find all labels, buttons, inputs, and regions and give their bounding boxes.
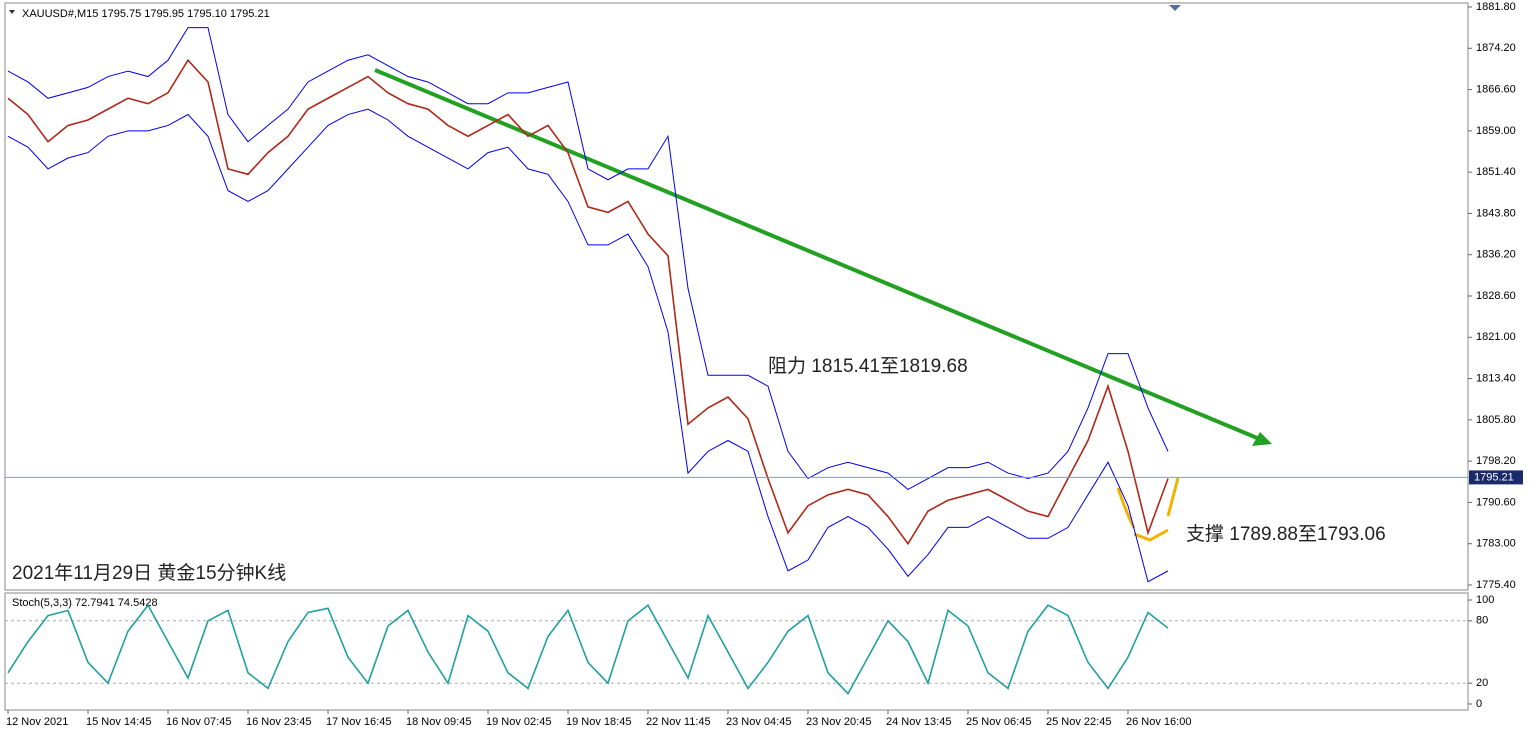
last-price-box <box>1469 470 1523 485</box>
x-tick-label: 23 Nov 04:45 <box>726 716 791 728</box>
y-tick-label: 1828.60 <box>1476 290 1516 302</box>
y-tick-label: 1775.40 <box>1476 579 1516 591</box>
y-tick-label: 1836.20 <box>1476 249 1516 261</box>
x-tick-label: 16 Nov 23:45 <box>246 716 311 728</box>
x-tick-label: 15 Nov 14:45 <box>86 716 151 728</box>
last-price-label: 1795.21 <box>1474 471 1514 483</box>
y-tick-label: 1881.80 <box>1476 1 1516 13</box>
stoch-line <box>7 603 1169 695</box>
y-tick-label: 1859.00 <box>1476 125 1516 137</box>
stoch-title: Stoch(5,3,3) 72.7941 74.5428 <box>12 597 158 609</box>
x-tick-label: 23 Nov 20:45 <box>806 716 871 728</box>
band-line <box>7 108 1169 583</box>
x-tick-label: 19 Nov 18:45 <box>566 716 631 728</box>
y-tick-label: 1874.20 <box>1476 42 1516 54</box>
x-tick-label: 12 Nov 2021 <box>6 716 68 728</box>
band-line <box>7 27 1169 490</box>
chart-title: 2021年11月29日 黄金15分钟K线 <box>12 562 286 584</box>
y-tick-label: 20 <box>1476 677 1488 689</box>
support-arrow <box>1166 477 1180 517</box>
x-tick-label: 25 Nov 06:45 <box>966 716 1031 728</box>
support-note: 支撑 1789.88至1793.06 <box>1186 523 1386 545</box>
x-tick-label: 24 Nov 13:45 <box>886 716 951 728</box>
y-tick-label: 80 <box>1476 615 1488 627</box>
x-tick-label: 25 Nov 22:45 <box>1046 716 1111 728</box>
y-tick-label: 1805.80 <box>1476 414 1516 426</box>
x-tick-label: 26 Nov 16:00 <box>1126 716 1191 728</box>
shift-marker <box>1169 5 1181 11</box>
header: XAUUSD#,M15 1795.75 1795.95 1795.10 1795… <box>22 8 270 20</box>
x-tick-label: 19 Nov 02:45 <box>486 716 551 728</box>
price-line <box>7 58 1169 546</box>
y-tick-label: 100 <box>1476 594 1494 606</box>
y-tick-label: 1790.60 <box>1476 496 1516 508</box>
x-tick-label: 18 Nov 09:45 <box>406 716 471 728</box>
collapse-icon <box>9 10 15 14</box>
sub-frame <box>4 592 1469 711</box>
x-tick-label: 16 Nov 07:45 <box>166 716 231 728</box>
trend-arrow-head <box>1252 432 1272 446</box>
resistance-note: 阻力 1815.41至1819.68 <box>768 355 968 377</box>
y-tick-label: 1813.40 <box>1476 372 1516 384</box>
y-tick-label: 0 <box>1476 698 1482 710</box>
x-tick-label: 17 Nov 16:45 <box>326 716 391 728</box>
support-arrow <box>1133 528 1169 542</box>
y-tick-label: 1866.60 <box>1476 83 1516 95</box>
y-tick-label: 1798.20 <box>1476 455 1516 467</box>
y-tick-label: 1821.00 <box>1476 331 1516 343</box>
y-tick-label: 1851.40 <box>1476 166 1516 178</box>
y-tick-label: 1783.00 <box>1476 538 1516 550</box>
y-tick-label: 1843.80 <box>1476 207 1516 219</box>
x-tick-label: 22 Nov 11:45 <box>646 716 711 728</box>
